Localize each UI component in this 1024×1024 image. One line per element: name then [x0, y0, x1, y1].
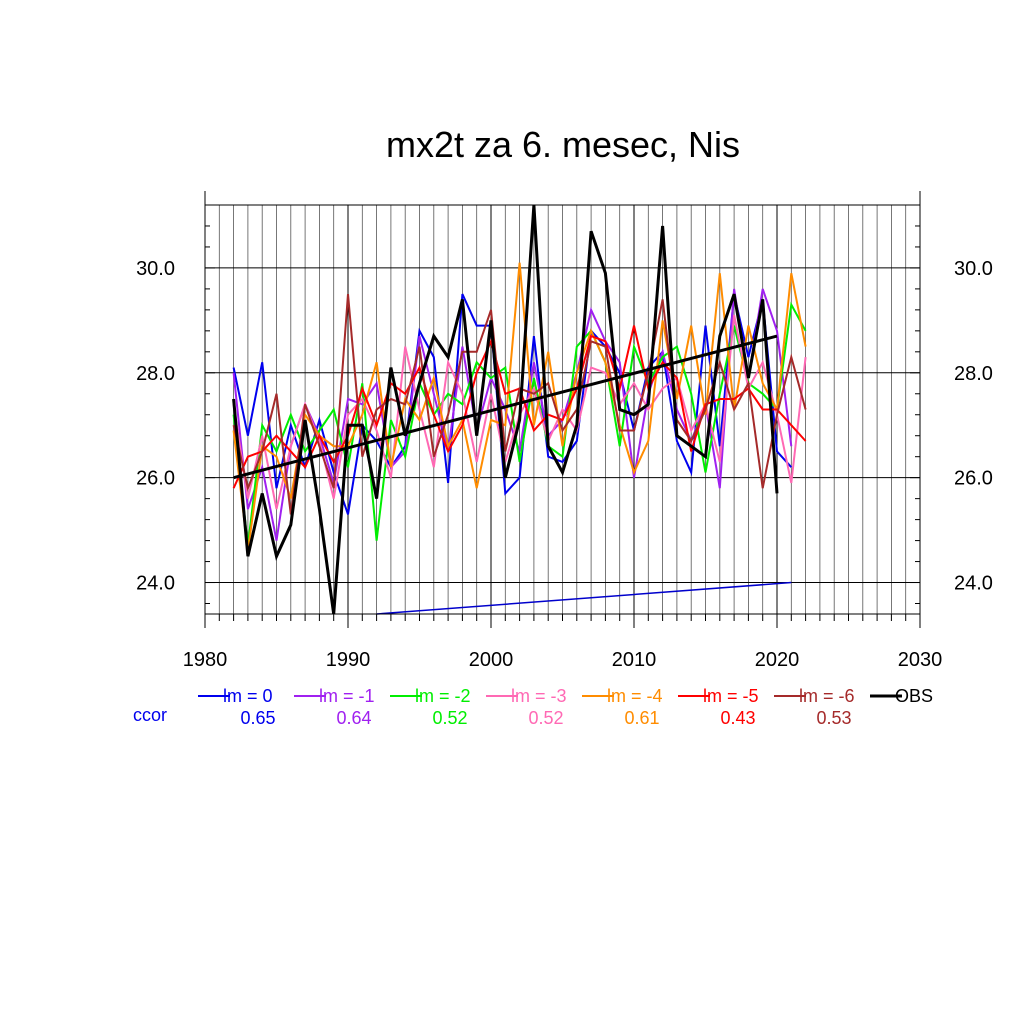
y-tick-label-left: 30.0 [136, 258, 175, 280]
y-tick-label-left: 26.0 [136, 468, 175, 490]
y-tick-label-right: 24.0 [954, 573, 993, 595]
x-tick-label: 2030 [898, 649, 943, 671]
ccor-value: 0.61 [624, 708, 659, 728]
ccor-value: 0.43 [720, 708, 755, 728]
y-tick-label-right: 26.0 [954, 468, 993, 490]
axis-layer: 1980 1990 2000 2010 2020 2030 24.0 24.0 26.0 26.0… [136, 191, 993, 671]
y-tick-label-right: 30.0 [954, 258, 993, 280]
ccor-value: 0.64 [336, 708, 371, 728]
legend-label: lm = -3 [511, 686, 567, 706]
legend-label: lm = -1 [319, 686, 375, 706]
legend-label: lm = -5 [703, 686, 759, 706]
legend-label: lm = -2 [415, 686, 471, 706]
ccor-value: 0.52 [432, 708, 467, 728]
x-tick-label: 2020 [755, 649, 800, 671]
legend-label: lm = -4 [607, 686, 663, 706]
legend-label: lm = -6 [799, 686, 855, 706]
series-line-lm-2 [232, 301, 807, 546]
x-tick-label: 2000 [469, 649, 514, 671]
ccor-label: ccor [133, 705, 167, 725]
legend-label: OBS [895, 686, 933, 706]
y-tick-label-right: 28.0 [954, 363, 993, 385]
x-tick-label: 1980 [183, 649, 228, 671]
legend-label: lm = 0 [223, 686, 273, 706]
chart-title: mx2t za 6. mesec, Nis [386, 124, 740, 165]
series-line-obs [232, 204, 779, 615]
extra-line [376, 581, 792, 615]
ccor-value: 0.52 [528, 708, 563, 728]
y-tick-label-left: 24.0 [136, 573, 175, 595]
trend-layer [233, 334, 792, 615]
series-line-lm-0 [232, 293, 793, 515]
x-tick-label: 1990 [326, 649, 371, 671]
series-line-lm-1 [232, 288, 793, 541]
x-tick-label: 2010 [612, 649, 657, 671]
series-line-lm-6 [232, 294, 807, 515]
trend-line [233, 334, 778, 480]
ccor-value: 0.65 [240, 708, 275, 728]
y-tick-label-left: 28.0 [136, 363, 175, 385]
series-line-lm-4 [232, 262, 807, 552]
ccor-value: 0.53 [816, 708, 851, 728]
